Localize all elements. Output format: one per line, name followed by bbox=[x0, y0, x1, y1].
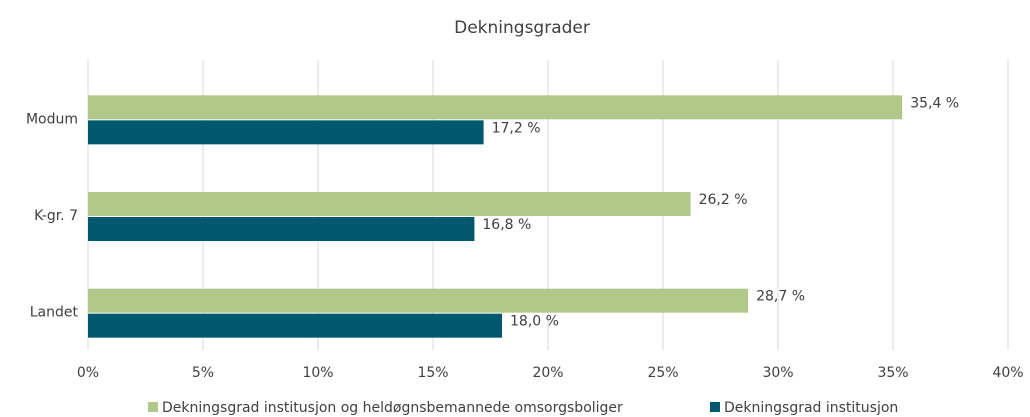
legend-swatch bbox=[710, 402, 720, 412]
bar bbox=[88, 95, 903, 120]
x-tick-label: 5% bbox=[192, 365, 214, 381]
legend-label: Dekningsgrad institusjon og heldøgnsbema… bbox=[162, 400, 623, 416]
y-tick-label: K-gr. 7 bbox=[34, 208, 78, 224]
x-tick-label: 40% bbox=[992, 365, 1023, 381]
value-label: 16,8 % bbox=[482, 217, 531, 233]
x-tick-label: 30% bbox=[762, 365, 793, 381]
legend-label: Dekningsgrad institusjon bbox=[724, 400, 898, 416]
x-tick-label: 25% bbox=[647, 365, 678, 381]
legend-swatch bbox=[148, 402, 158, 412]
bar bbox=[88, 313, 502, 338]
y-tick-label: Landet bbox=[30, 305, 79, 321]
bar bbox=[88, 288, 749, 313]
value-label: 35,4 % bbox=[910, 95, 959, 111]
bar bbox=[88, 120, 484, 145]
value-label: 17,2 % bbox=[492, 120, 541, 136]
value-label: 18,0 % bbox=[510, 314, 559, 330]
chart-title: Dekningsgrader bbox=[454, 18, 590, 38]
value-label: 26,2 % bbox=[699, 192, 748, 208]
x-tick-label: 0% bbox=[77, 365, 99, 381]
x-tick-label: 35% bbox=[877, 365, 908, 381]
value-label: 28,7 % bbox=[756, 289, 805, 305]
x-tick-label: 20% bbox=[532, 365, 563, 381]
x-tick-label: 15% bbox=[417, 365, 448, 381]
x-tick-label: 10% bbox=[302, 365, 333, 381]
y-tick-label: Modum bbox=[26, 111, 78, 127]
bar bbox=[88, 217, 475, 241]
bar bbox=[88, 192, 691, 216]
